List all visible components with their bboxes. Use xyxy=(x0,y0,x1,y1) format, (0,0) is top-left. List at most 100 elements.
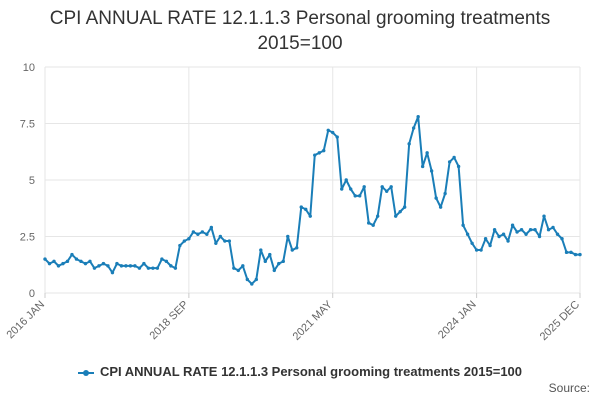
data-point xyxy=(578,252,582,257)
legend[interactable]: CPI ANNUAL RATE 12.1.1.3 Personal groomi… xyxy=(0,364,600,379)
data-point xyxy=(209,225,214,230)
data-point xyxy=(416,115,420,119)
data-point xyxy=(340,187,344,191)
data-point xyxy=(322,148,326,153)
data-point xyxy=(533,228,537,232)
data-point xyxy=(353,194,357,198)
data-point xyxy=(205,232,209,236)
data-point xyxy=(250,282,254,286)
y-tick-label: 0 xyxy=(29,288,35,300)
data-point xyxy=(331,130,335,135)
data-point xyxy=(65,259,70,264)
data-point xyxy=(83,261,88,266)
data-point xyxy=(263,259,267,264)
data-point xyxy=(304,207,308,212)
data-point xyxy=(164,259,169,264)
data-point xyxy=(133,264,137,268)
data-point xyxy=(106,264,110,268)
data-point xyxy=(119,264,124,268)
data-point xyxy=(483,237,488,241)
data-point xyxy=(573,252,578,257)
data-point xyxy=(335,135,339,139)
data-point xyxy=(124,264,128,268)
data-point xyxy=(492,228,497,232)
chart-title-line-1: CPI ANNUAL RATE 12.1.1.3 Personal groomi… xyxy=(49,8,551,29)
data-point xyxy=(61,261,65,266)
x-tick-label: 2024 JAN xyxy=(436,299,479,342)
chart-title-line-2: 2015=100 xyxy=(257,33,343,54)
data-point xyxy=(362,185,366,189)
data-point xyxy=(295,246,299,250)
x-tick-label: 2025 DEC xyxy=(538,299,582,343)
data-point xyxy=(236,268,241,273)
data-point xyxy=(371,223,375,227)
data-point xyxy=(407,142,411,146)
data-point xyxy=(488,243,492,248)
data-point xyxy=(151,266,155,270)
data-point xyxy=(461,223,465,227)
data-point xyxy=(92,266,97,270)
x-tick-label: 2016 JAN xyxy=(4,299,47,342)
data-point xyxy=(447,160,452,164)
data-point xyxy=(259,248,263,252)
data-point xyxy=(227,239,232,243)
data-point xyxy=(299,205,303,209)
data-point xyxy=(564,250,569,255)
data-point xyxy=(501,232,506,236)
data-point xyxy=(470,241,474,245)
data-point xyxy=(218,234,223,239)
data-point xyxy=(366,221,371,225)
chart-title: CPI ANNUAL RATE 12.1.1.3 Personal groomi… xyxy=(0,6,600,56)
data-point xyxy=(241,264,245,268)
data-point xyxy=(317,151,321,155)
data-point xyxy=(47,261,52,266)
data-point xyxy=(178,243,182,248)
data-point xyxy=(555,232,560,236)
data-point xyxy=(196,232,200,236)
data-point xyxy=(546,228,551,232)
data-point xyxy=(281,259,285,264)
data-point xyxy=(88,259,92,264)
data-point xyxy=(389,185,393,189)
data-point xyxy=(465,232,470,236)
data-point xyxy=(169,264,173,268)
data-point xyxy=(254,277,259,282)
data-point xyxy=(358,194,362,198)
data-point xyxy=(74,257,79,261)
data-point xyxy=(402,205,407,209)
x-tick-label: 2018 SEP xyxy=(147,299,191,343)
data-point xyxy=(551,225,555,230)
data-point xyxy=(137,266,142,270)
data-point xyxy=(506,239,510,243)
data-point xyxy=(56,264,61,268)
data-point xyxy=(245,277,250,282)
data-point xyxy=(425,151,429,155)
data-point xyxy=(524,232,528,236)
data-point xyxy=(200,230,205,234)
data-point xyxy=(97,264,101,268)
data-point xyxy=(569,250,573,255)
data-point xyxy=(187,237,191,241)
data-point xyxy=(272,268,276,273)
data-point xyxy=(380,185,384,189)
data-point xyxy=(142,261,146,266)
data-point xyxy=(191,230,196,234)
data-point xyxy=(429,169,434,173)
data-point xyxy=(398,209,402,214)
data-point xyxy=(438,205,443,209)
data-point xyxy=(560,237,564,241)
data-point xyxy=(479,248,483,252)
data-point xyxy=(510,223,515,227)
data-point xyxy=(70,252,74,257)
data-point xyxy=(452,155,456,160)
legend-label: CPI ANNUAL RATE 12.1.1.3 Personal groomi… xyxy=(99,364,523,379)
data-point xyxy=(537,234,542,239)
data-point xyxy=(223,239,227,243)
data-point xyxy=(344,178,348,182)
data-point xyxy=(182,239,187,243)
data-point xyxy=(456,164,461,169)
y-tick-label: 5 xyxy=(29,175,35,187)
data-point xyxy=(101,261,106,266)
data-point xyxy=(308,214,312,218)
